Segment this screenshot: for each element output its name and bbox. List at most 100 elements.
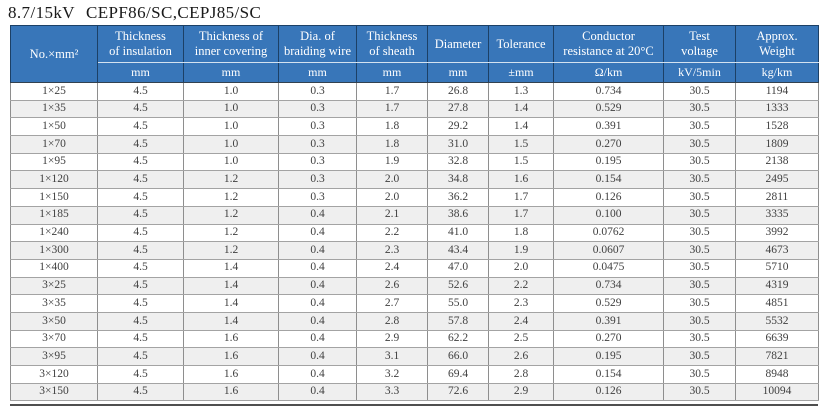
table-cell: 2.0	[488, 259, 554, 278]
table-cell: 1528	[735, 117, 819, 137]
table-cell: 1.6	[183, 330, 279, 349]
table-cell: 57.8	[427, 312, 489, 331]
table-cell: 0.4	[278, 294, 357, 313]
cable-spec-table: No.×mm² Thickness of insulation Thicknes…	[10, 25, 819, 402]
col-header-sheath: Thickness of sheath	[356, 25, 428, 63]
table-cell: 1.9	[356, 153, 428, 172]
table-cell: 26.8	[427, 82, 489, 101]
cell-size: 1×185	[10, 206, 98, 225]
table-cell: 2811	[735, 188, 819, 207]
table-cell: 4.5	[97, 135, 184, 154]
table-row: 1×95 4.5 1.0 0.3 1.9 32.8 1.5 0.195 30.5 2138	[10, 153, 819, 172]
cell-size: 1×400	[10, 259, 98, 278]
table-cell: 34.8	[427, 170, 489, 190]
table-cell: 3992	[735, 224, 819, 243]
table-cell: 4.5	[97, 170, 184, 190]
unit-inner-covering: mm	[183, 62, 279, 83]
table-cell: 2138	[735, 153, 819, 172]
table-cell: 0.4	[278, 365, 357, 384]
table-row: 3×35 4.5 1.4 0.4 2.7 55.0 2.3 0.529 30.5 4851	[10, 294, 819, 313]
table-cell: 30.5	[663, 82, 736, 101]
col-header-approx-weight: Approx. Weight	[735, 25, 819, 63]
table-cell: 69.4	[427, 365, 489, 384]
col-header-inner-covering: Thickness of inner covering	[183, 25, 279, 63]
table-cell: 4.5	[97, 100, 184, 119]
table-cell: 5710	[735, 259, 819, 278]
table-cell: 30.5	[663, 188, 736, 207]
table-cell: 1.6	[183, 347, 279, 366]
table-cell: 1.3	[488, 82, 554, 101]
col-header-test-voltage: Test voltage	[663, 25, 736, 63]
unit-tolerance: ±mm	[488, 62, 554, 83]
table-cell: 0.4	[278, 241, 357, 260]
col-header-size: No.×mm²	[10, 25, 98, 83]
table-cell: 2.1	[356, 206, 428, 225]
col-header-tolerance: Tolerance	[488, 25, 554, 63]
table-cell: 1.7	[356, 100, 428, 119]
table-cell: 2.8	[356, 312, 428, 331]
table-cell: 4.5	[97, 294, 184, 313]
table-row: 3×120 4.5 1.6 0.4 3.2 69.4 2.8 0.154 30.5 8948	[10, 365, 819, 384]
table-cell: 0.126	[553, 188, 664, 207]
unit-insulation: mm	[97, 62, 184, 83]
unit-resistance: Ω/km	[553, 62, 664, 83]
table-cell: 62.2	[427, 330, 489, 349]
table-cell: 1.5	[488, 153, 554, 172]
table-cell: 1.7	[488, 206, 554, 225]
table-cell: 30.5	[663, 312, 736, 331]
unit-test-voltage: kV/5min	[663, 62, 736, 83]
table-cell: 3.2	[356, 365, 428, 384]
table-cell: 4.5	[97, 383, 184, 402]
table-cell: 30.5	[663, 294, 736, 313]
cell-size: 1×95	[10, 153, 98, 172]
table-cell: 0.0762	[553, 224, 664, 243]
cell-size: 1×120	[10, 170, 98, 190]
table-cell: 4673	[735, 241, 819, 260]
title-model-numbers: CEPF86/SC,CEPJ85/SC	[85, 3, 262, 22]
table-cell: 0.154	[553, 170, 664, 190]
table-cell: 2.9	[488, 383, 554, 402]
table-cell: 31.0	[427, 135, 489, 154]
table-cell: 0.4	[278, 277, 357, 296]
table-cell: 27.8	[427, 100, 489, 119]
table-cell: 1.0	[183, 135, 279, 154]
table-cell: 0.100	[553, 206, 664, 225]
table-cell: 0.3	[278, 100, 357, 119]
table-cell: 3.3	[356, 383, 428, 402]
table-cell: 52.6	[427, 277, 489, 296]
table-cell: 4319	[735, 277, 819, 296]
table-cell: 0.4	[278, 259, 357, 278]
table-cell: 30.5	[663, 170, 736, 190]
table-body: 1×25 4.5 1.0 0.3 1.7 26.8 1.3 0.734 30.5 1194 1×35…	[10, 82, 819, 402]
table-cell: 2.2	[356, 224, 428, 243]
table-cell: 1.5	[488, 135, 554, 154]
table-cell: 4.5	[97, 347, 184, 366]
table-cell: 0.0475	[553, 259, 664, 278]
table-cell: 29.2	[427, 117, 489, 137]
col-header-size-label: No.×mm²	[29, 46, 79, 61]
cell-size: 3×25	[10, 277, 98, 296]
table-cell: 1809	[735, 135, 819, 154]
table-cell: 0.391	[553, 312, 664, 331]
unit-diameter: mm	[427, 62, 489, 83]
table-cell: 2.6	[356, 277, 428, 296]
table-cell: 0.4	[278, 312, 357, 331]
table-cell: 4.5	[97, 365, 184, 384]
table-cell: 1.6	[183, 365, 279, 384]
table-cell: 2.8	[488, 365, 554, 384]
table-cell: 1.6	[488, 170, 554, 190]
cell-size: 3×70	[10, 330, 98, 349]
table-cell: 0.126	[553, 383, 664, 402]
table-cell: 0.154	[553, 365, 664, 384]
cell-size: 3×95	[10, 347, 98, 366]
table-cell: 4.5	[97, 153, 184, 172]
table-cell: 32.8	[427, 153, 489, 172]
table-cell: 38.6	[427, 206, 489, 225]
table-row: 1×150 4.5 1.2 0.3 2.0 36.2 1.7 0.126 30.5 2811	[10, 188, 819, 207]
cell-size: 3×35	[10, 294, 98, 313]
table-cell: 2.0	[356, 188, 428, 207]
table-cell: 2.2	[488, 277, 554, 296]
table-cell: 2.5	[488, 330, 554, 349]
table-cell: 1.8	[356, 117, 428, 137]
table-cell: 7821	[735, 347, 819, 366]
